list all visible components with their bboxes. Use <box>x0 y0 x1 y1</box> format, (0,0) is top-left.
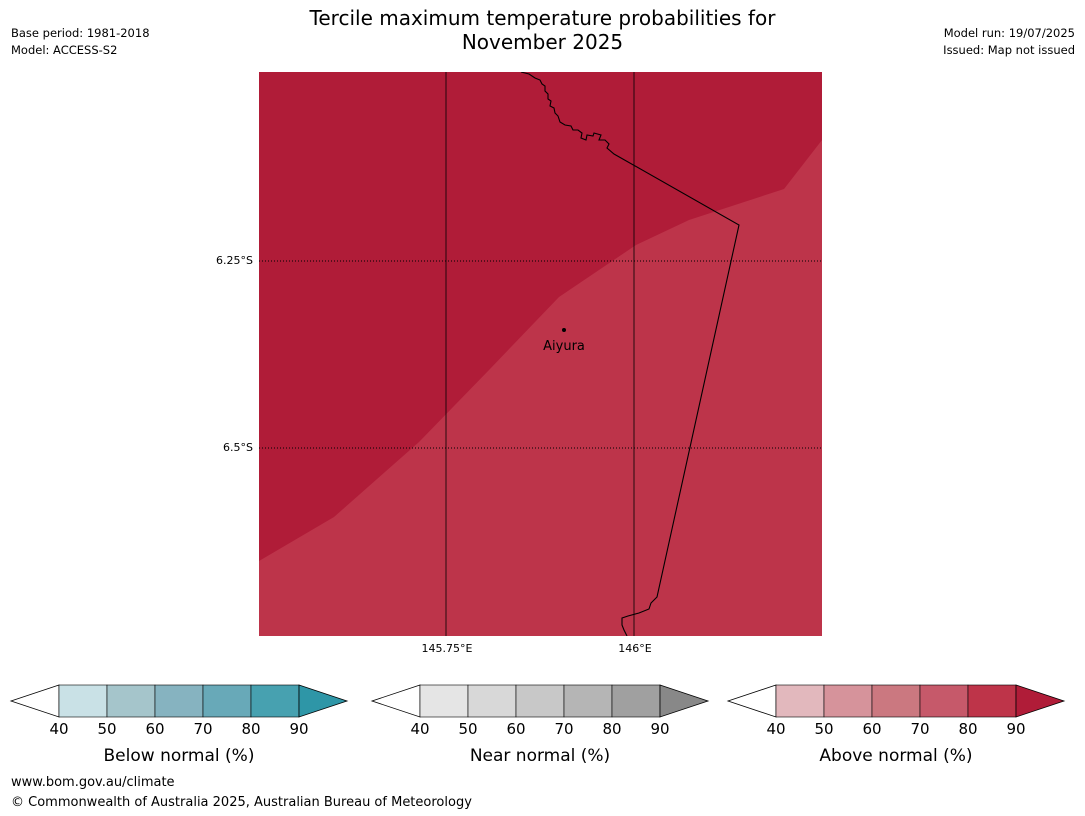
place-marker-dot <box>562 328 566 332</box>
below-colorbar-tick: 40 <box>49 720 68 738</box>
base-period-text: Base period: 1981-2018 <box>11 26 150 40</box>
near-colorbar-tick: 60 <box>506 720 525 738</box>
lat-label-6-25: 6.25°S <box>216 254 253 267</box>
below-colorbar-segment <box>250 684 300 718</box>
title-line-2: November 2025 <box>461 30 624 54</box>
above-colorbar-tick: 90 <box>1006 720 1025 738</box>
below-colorbar-segment <box>154 684 204 718</box>
above-colorbar-label: Above normal (%) <box>819 746 972 766</box>
footer-copyright: © Commonwealth of Australia 2025, Austra… <box>11 795 472 810</box>
below-colorbar-tick: 80 <box>241 720 260 738</box>
near-colorbar-right-extend <box>659 684 710 718</box>
above-colorbar-segment <box>967 684 1017 718</box>
place-label: Aiyura <box>543 339 585 354</box>
above-colorbar-segment <box>919 684 969 718</box>
legend-area: 40 50 60 70 80 90 Below normal (%) 40 50 60 70 80 90… <box>0 680 1085 775</box>
above-colorbar-right-extend <box>1015 684 1066 718</box>
lon-label-145-75: 145.75°E <box>421 642 473 655</box>
near-colorbar-segment <box>563 684 613 718</box>
near-colorbar-segment <box>515 684 565 718</box>
metadata-left: Base period: 1981-2018 Model: ACCESS-S2 <box>11 25 150 59</box>
above-colorbar-tick: 60 <box>862 720 881 738</box>
below-colorbar-left-extend <box>9 684 60 718</box>
lat-label-6-5: 6.5°S <box>223 441 253 454</box>
lon-label-146: 146°E <box>618 642 652 655</box>
above-colorbar-tick: 80 <box>958 720 977 738</box>
near-colorbar-left-extend <box>370 684 421 718</box>
probability-above-80-90 <box>259 72 822 561</box>
below-colorbar-tick: 70 <box>193 720 212 738</box>
above-colorbar-segment <box>823 684 873 718</box>
title-line-1: Tercile maximum temperature probabilitie… <box>309 6 776 30</box>
model-run-text: Model run: 19/07/2025 <box>943 26 1075 40</box>
below-colorbar-segment <box>202 684 252 718</box>
metadata-right: Model run: 19/07/2025 Issued: Map not is… <box>943 25 1075 59</box>
near-colorbar-segment <box>611 684 661 718</box>
below-colorbar-tick: 90 <box>289 720 308 738</box>
near-colorbar-tick: 70 <box>554 720 573 738</box>
near-colorbar-tick: 50 <box>458 720 477 738</box>
below-colorbar-tick: 60 <box>145 720 164 738</box>
below-colorbar-segment <box>106 684 156 718</box>
province-border <box>520 72 740 636</box>
near-colorbar-segment <box>419 684 469 718</box>
below-colorbar-right-extend <box>298 684 349 718</box>
map-title: Tercile maximum temperature probabilitie… <box>0 6 1085 54</box>
above-colorbar-tick: 70 <box>910 720 929 738</box>
below-colorbar-segment <box>58 684 108 718</box>
colorbars-svg: 40 50 60 70 80 90 Below normal (%) 40 50 60 70 80 90… <box>9 684 1066 766</box>
above-colorbar-left-extend <box>726 684 777 718</box>
issued-text: Issued: Map not issued <box>943 43 1075 57</box>
near-colorbar-tick: 90 <box>650 720 669 738</box>
near-colorbar-tick: 80 <box>602 720 621 738</box>
footer-url: www.bom.gov.au/climate <box>11 775 175 790</box>
above-colorbar-segment <box>775 684 825 718</box>
model-text: Model: ACCESS-S2 <box>11 43 118 57</box>
above-colorbar-tick: 40 <box>766 720 785 738</box>
below-colorbar-tick: 50 <box>97 720 116 738</box>
above-colorbar-tick: 50 <box>814 720 833 738</box>
near-colorbar-segment <box>467 684 517 718</box>
map-panel: Aiyura <box>259 72 822 636</box>
near-colorbar-label: Near normal (%) <box>470 746 610 766</box>
below-colorbar-label: Below normal (%) <box>104 746 255 766</box>
above-colorbar-segment <box>871 684 921 718</box>
near-colorbar-tick: 40 <box>410 720 429 738</box>
